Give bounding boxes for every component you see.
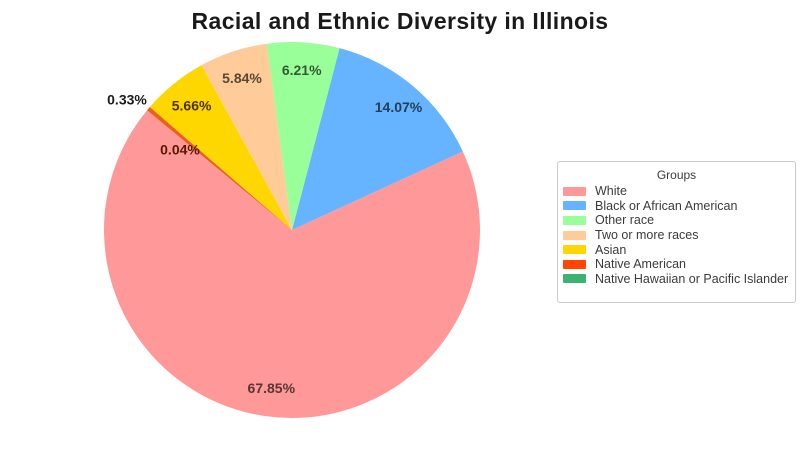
svg-text:6.21%: 6.21% bbox=[282, 62, 322, 78]
svg-text:67.85%: 67.85% bbox=[248, 380, 296, 396]
svg-text:0.33%: 0.33% bbox=[107, 92, 147, 108]
svg-text:5.66%: 5.66% bbox=[172, 97, 212, 113]
svg-text:5.84%: 5.84% bbox=[222, 70, 262, 86]
svg-text:0.04%: 0.04% bbox=[160, 142, 200, 158]
svg-text:14.07%: 14.07% bbox=[375, 99, 423, 115]
